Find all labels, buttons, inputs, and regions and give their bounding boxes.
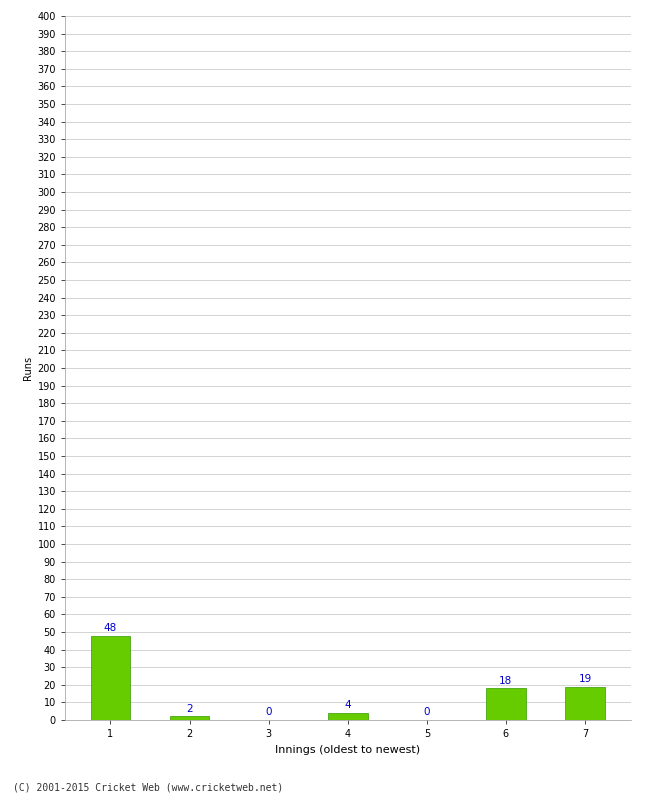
Bar [91,635,130,720]
Bar [486,688,526,720]
Y-axis label: Runs: Runs [23,356,33,380]
Bar [566,686,604,720]
X-axis label: Innings (oldest to newest): Innings (oldest to newest) [275,745,421,754]
Bar [170,717,209,720]
Text: 48: 48 [104,623,117,633]
Text: 4: 4 [344,700,351,710]
Text: 0: 0 [265,707,272,718]
Text: 2: 2 [187,704,193,714]
Text: 19: 19 [578,674,592,684]
Bar [328,713,367,720]
Text: (C) 2001-2015 Cricket Web (www.cricketweb.net): (C) 2001-2015 Cricket Web (www.cricketwe… [13,782,283,792]
Text: 18: 18 [499,676,513,686]
Text: 0: 0 [424,707,430,718]
